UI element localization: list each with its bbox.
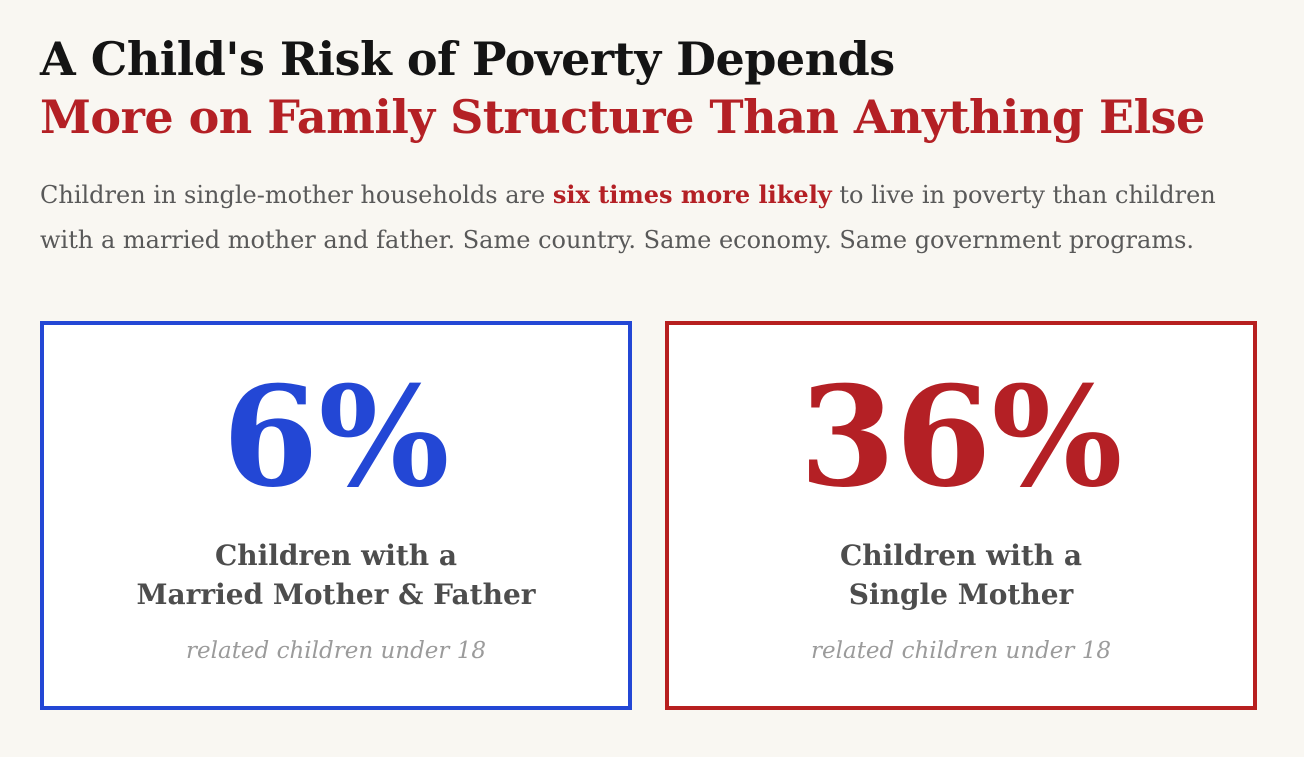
intro-text-after: to live in poverty than children with a … [40, 181, 1216, 254]
stat-label-married-line1: Children with a [214, 538, 458, 572]
stat-label-married-line2: Married Mother & Father [136, 577, 536, 611]
stat-value-married: 6% [222, 354, 450, 518]
intro-highlight-text: six times more likely [552, 180, 832, 209]
stat-caption-married: related children under 18 [186, 637, 486, 664]
intro-text-before: Children in single-mother households are [40, 181, 553, 209]
intro-paragraph: Children in single-mother households are… [40, 172, 1264, 263]
title-line-1: A Child's Risk of Poverty Depends [40, 32, 895, 86]
title-line-2: More on Family Structure Than Anything E… [40, 90, 1205, 144]
stat-label-married: Children with a Married Mother & Father [136, 536, 535, 614]
stat-value-single: 36% [799, 354, 1123, 518]
stat-label-single-line2: Single Mother [848, 577, 1074, 611]
stat-label-single-line1: Children with a [839, 538, 1083, 572]
stat-cards-row: 6% Children with a Married Mother & Fath… [40, 321, 1264, 710]
page-title: A Child's Risk of Poverty Depends More o… [40, 30, 1264, 146]
stat-card-single-mother: 36% Children with a Single Mother relate… [665, 321, 1257, 710]
stat-card-married-parents: 6% Children with a Married Mother & Fath… [40, 321, 632, 710]
stat-caption-single: related children under 18 [811, 637, 1111, 664]
stat-label-single: Children with a Single Mother [840, 536, 1082, 614]
